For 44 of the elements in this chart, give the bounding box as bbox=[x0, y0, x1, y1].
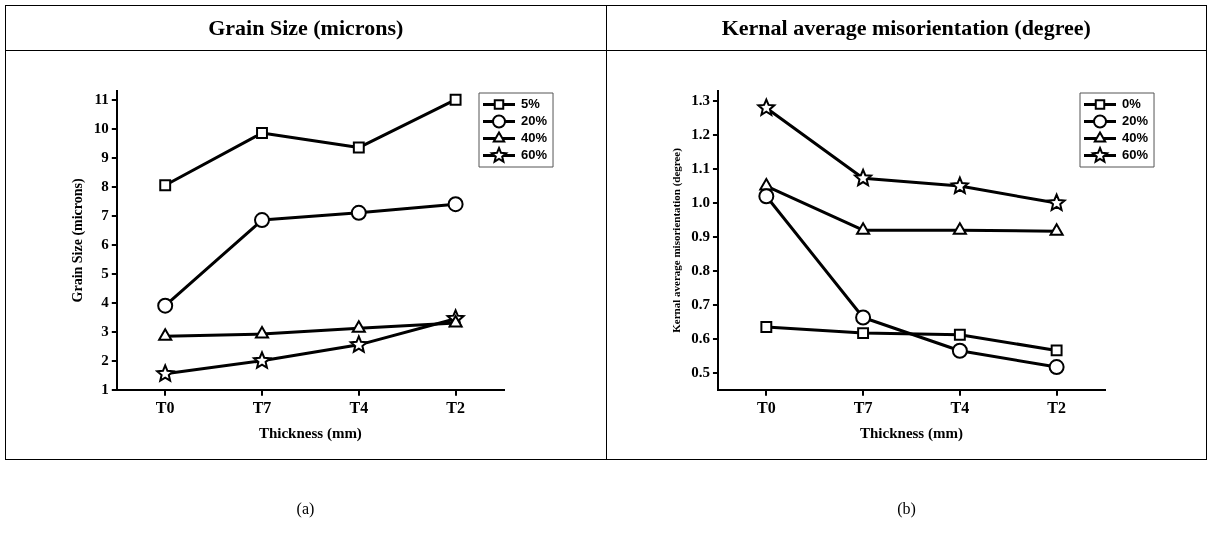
y-tick-label: 4 bbox=[101, 293, 110, 310]
x-tick-label: T2 bbox=[1046, 398, 1066, 416]
y-tick-label: 0.5 bbox=[690, 363, 710, 380]
y-tick-label: 1.1 bbox=[690, 159, 710, 176]
legend-label: 40% bbox=[1121, 130, 1148, 146]
y-tick-label: 10 bbox=[93, 119, 109, 136]
legend-label: 60% bbox=[521, 147, 548, 163]
y-tick-label: 6 bbox=[101, 235, 110, 252]
legend-label: 20% bbox=[1121, 113, 1148, 129]
x-tick-label: T4 bbox=[950, 398, 969, 416]
x-tick-label: T7 bbox=[252, 398, 272, 416]
y-tick-label: 0.8 bbox=[690, 261, 710, 278]
x-axis-title: Thickness (mm) bbox=[859, 424, 963, 442]
legend-label: 0% bbox=[1121, 96, 1141, 112]
y-tick-label: 1 bbox=[101, 380, 109, 397]
y-tick-label: 1.0 bbox=[690, 193, 710, 210]
legend-label: 5% bbox=[521, 96, 541, 112]
legend-label: 20% bbox=[521, 113, 548, 129]
x-tick-label: T2 bbox=[446, 398, 465, 416]
x-tick-label: T0 bbox=[756, 398, 776, 416]
y-tick-label: 5 bbox=[101, 264, 109, 281]
y-tick-label: 0.9 bbox=[690, 227, 710, 244]
x-tick-label: T7 bbox=[853, 398, 872, 416]
y-tick-label: 2 bbox=[101, 351, 109, 368]
y-tick-label: 9 bbox=[101, 148, 109, 165]
y-tick-label: 8 bbox=[101, 177, 109, 194]
chart-title: Grain Size (microns) bbox=[5, 5, 606, 51]
x-tick-label: T0 bbox=[155, 398, 175, 416]
y-axis-title: Grain Size (microns) bbox=[70, 177, 87, 303]
y-tick-label: 11 bbox=[94, 90, 109, 107]
x-tick-label: T4 bbox=[349, 398, 369, 416]
y-tick-label: 1.2 bbox=[690, 126, 710, 143]
x-axis-title: Thickness (mm) bbox=[258, 424, 362, 442]
y-axis-title: Kernal average misorientation (degree) bbox=[669, 147, 683, 333]
y-tick-label: 0.7 bbox=[690, 295, 710, 312]
legend-label: 40% bbox=[521, 130, 548, 146]
y-tick-label: 0.6 bbox=[690, 329, 710, 346]
legend-label: 60% bbox=[1121, 147, 1148, 163]
y-tick-label: 3 bbox=[101, 322, 109, 339]
y-tick-label: 1.3 bbox=[690, 92, 710, 109]
chart-title: Kernal average misorientation (degree) bbox=[606, 5, 1207, 51]
text: (a) bbox=[295, 500, 316, 518]
text: (b) bbox=[896, 500, 917, 518]
y-tick-label: 7 bbox=[101, 206, 110, 223]
